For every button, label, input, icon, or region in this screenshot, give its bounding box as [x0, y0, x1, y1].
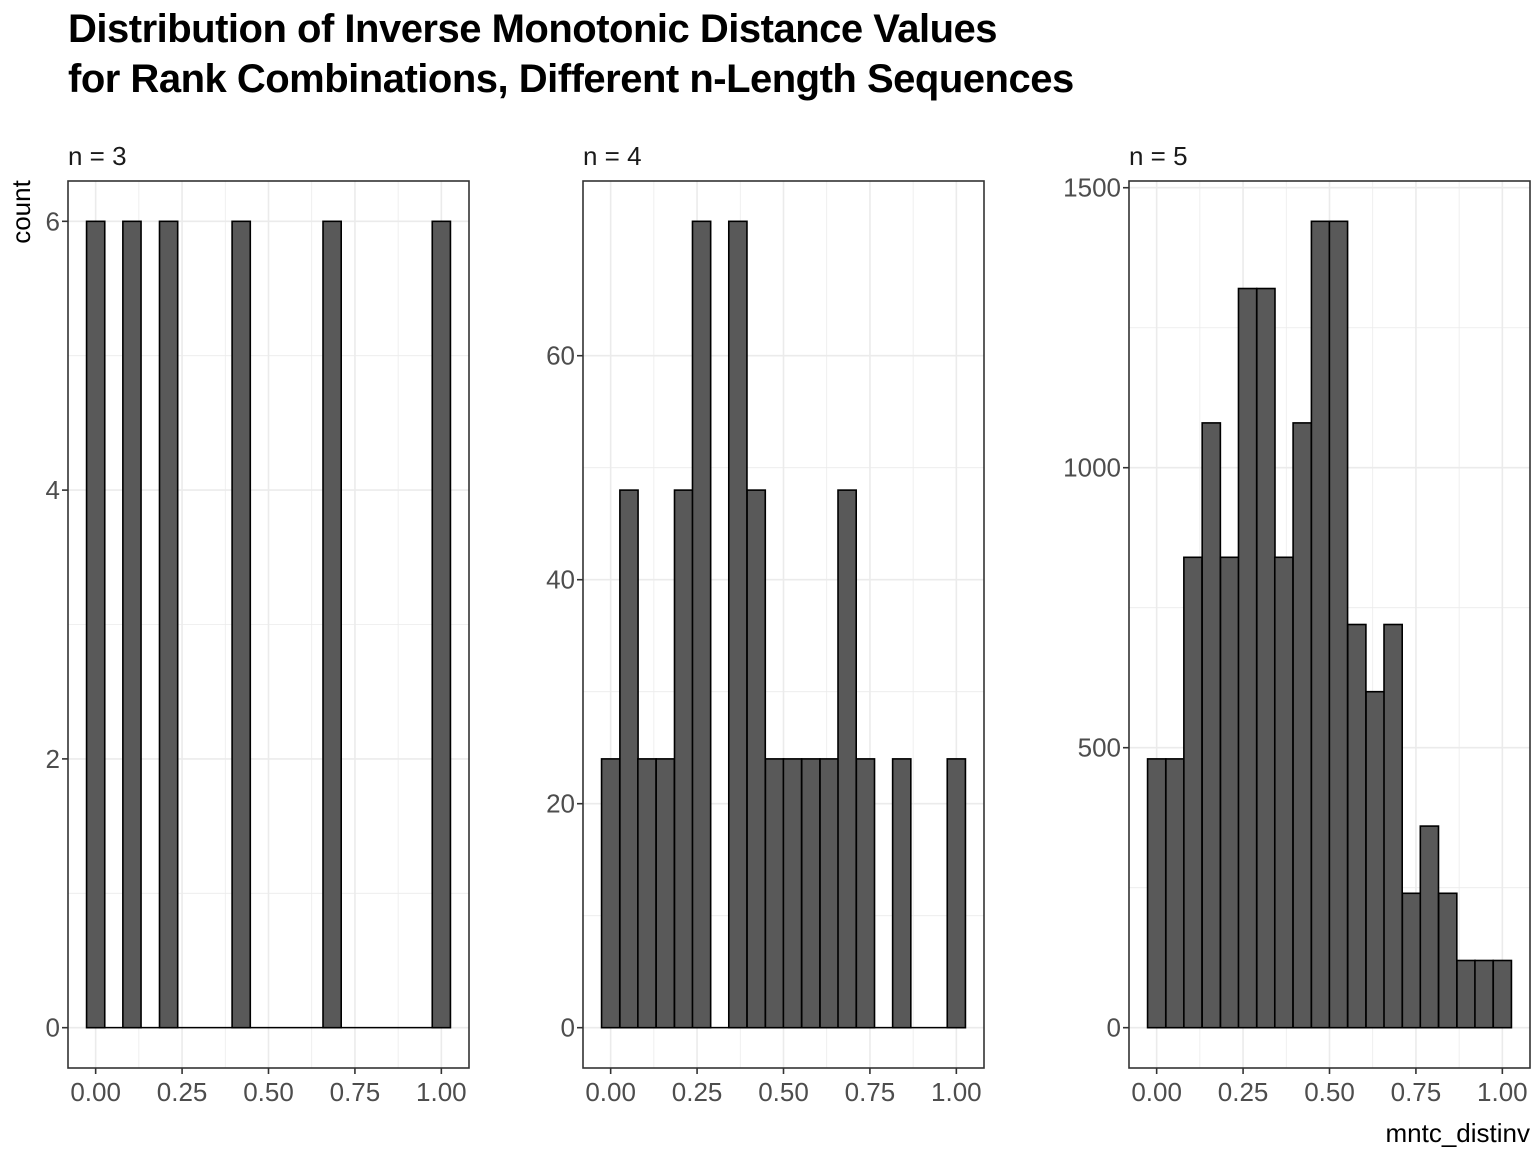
facet-label: n = 3: [68, 141, 127, 171]
y-tick-label: 0: [561, 1013, 575, 1043]
histogram-bar: [655, 758, 676, 1029]
x-tick-label: 1.00: [416, 1077, 467, 1107]
histogram-bar: [819, 758, 840, 1029]
histogram-bar: [1219, 556, 1240, 1029]
histogram-bar: [619, 489, 639, 1029]
y-tick-label: 60: [546, 341, 575, 371]
histogram-bar: [1365, 690, 1386, 1029]
x-tick-label: 0.00: [1131, 1077, 1182, 1107]
histogram-bar: [800, 758, 821, 1029]
histogram-bar: [1346, 623, 1367, 1029]
x-tick-label: 0.50: [1304, 1077, 1355, 1107]
y-tick-label: 40: [546, 565, 575, 595]
histogram-bar: [855, 758, 876, 1029]
histogram-bar: [673, 489, 694, 1029]
histogram-bar: [1456, 959, 1476, 1029]
x-tick-label: 0.00: [70, 1077, 121, 1107]
x-tick-label: 0.25: [157, 1077, 208, 1107]
histogram-bar: [231, 220, 252, 1029]
y-tick-label: 20: [546, 789, 575, 819]
histogram-bar: [1401, 892, 1422, 1029]
histogram-bar: [1165, 758, 1185, 1029]
facet-panel-3: n = 5 0.00 0.25 0.50 0.75 1.00 0 500 1000 1500: [1063, 141, 1531, 1107]
histogram-bar: [637, 758, 657, 1029]
x-tick-label: 0.25: [672, 1077, 723, 1107]
facet-panel-2: n = 4 0.00 0.25 0.50 0.75 1.00 0 20 40 60: [546, 141, 985, 1107]
histogram-bar: [891, 758, 912, 1029]
y-tick-label: 500: [1078, 733, 1121, 763]
y-tick-label: 0: [1107, 1013, 1121, 1043]
histogram-bar: [782, 758, 803, 1029]
histogram-bar: [837, 489, 857, 1029]
x-tick-label: 0.75: [1391, 1077, 1442, 1107]
histogram-bar: [691, 220, 712, 1029]
y-tick-label: 2: [46, 744, 60, 774]
x-tick-label: 0.50: [758, 1077, 809, 1107]
histogram-bar: [1328, 220, 1349, 1029]
x-tick-label: 0.75: [330, 1077, 381, 1107]
histogram-bar: [746, 489, 767, 1029]
histogram-bar: [727, 220, 748, 1029]
chart-title-line-2: for Rank Combinations, Different n-Lengt…: [68, 57, 1074, 101]
histogram-bar: [322, 220, 342, 1029]
histogram-bar: [1146, 758, 1167, 1029]
facet-label: n = 4: [583, 141, 642, 171]
histogram-bar: [764, 758, 785, 1029]
chart-title-line-1: Distribution of Inverse Monotonic Distan…: [68, 7, 997, 51]
x-tick-label: 0.50: [243, 1077, 294, 1107]
histogram-bar: [1292, 422, 1313, 1029]
histogram-bar: [1183, 556, 1203, 1029]
y-tick-label: 1000: [1063, 453, 1121, 483]
chart-title: Distribution of Inverse Monotonic Distan…: [68, 4, 1074, 104]
histogram-bar: [1437, 892, 1458, 1029]
histogram-bar: [1273, 556, 1294, 1029]
facet-panel-1: n = 3 0.00 0.25 0.50 0.75 1.00 0 2 4 6: [46, 141, 470, 1107]
y-tick-label: 6: [46, 206, 60, 236]
x-tick-label: 0.75: [845, 1077, 896, 1107]
histogram-bar: [600, 758, 621, 1029]
histogram-bar: [1492, 959, 1513, 1029]
x-tick-label: 1.00: [931, 1077, 982, 1107]
histogram-bar: [1256, 287, 1276, 1029]
histogram-bar: [1474, 959, 1494, 1029]
histogram-bar: [1310, 220, 1331, 1029]
histogram-bar: [946, 758, 967, 1029]
x-tick-label: 0.25: [1218, 1077, 1269, 1107]
facet-label: n = 5: [1129, 141, 1188, 171]
histogram-bar: [431, 220, 452, 1029]
y-tick-label: 1500: [1063, 173, 1121, 203]
histogram-bar: [1237, 287, 1258, 1029]
histogram-bar: [1201, 422, 1222, 1029]
facet-panels: n = 3 0.00 0.25 0.50 0.75 1.00 0 2 4 6 n = 4 0.00 0.…: [46, 141, 1531, 1107]
x-tick-label: 0.00: [585, 1077, 636, 1107]
histogram-bar: [85, 220, 106, 1029]
histogram-bar: [122, 220, 142, 1029]
y-axis-title: count: [6, 179, 36, 243]
y-tick-label: 4: [46, 475, 60, 505]
x-tick-label: 1.00: [1477, 1077, 1528, 1107]
histogram-bar: [1383, 623, 1403, 1029]
y-tick-label: 0: [46, 1013, 60, 1043]
histogram-bar: [158, 220, 179, 1029]
histogram-bar: [1419, 825, 1440, 1029]
x-axis-title: mntc_distinv: [1386, 1118, 1531, 1148]
